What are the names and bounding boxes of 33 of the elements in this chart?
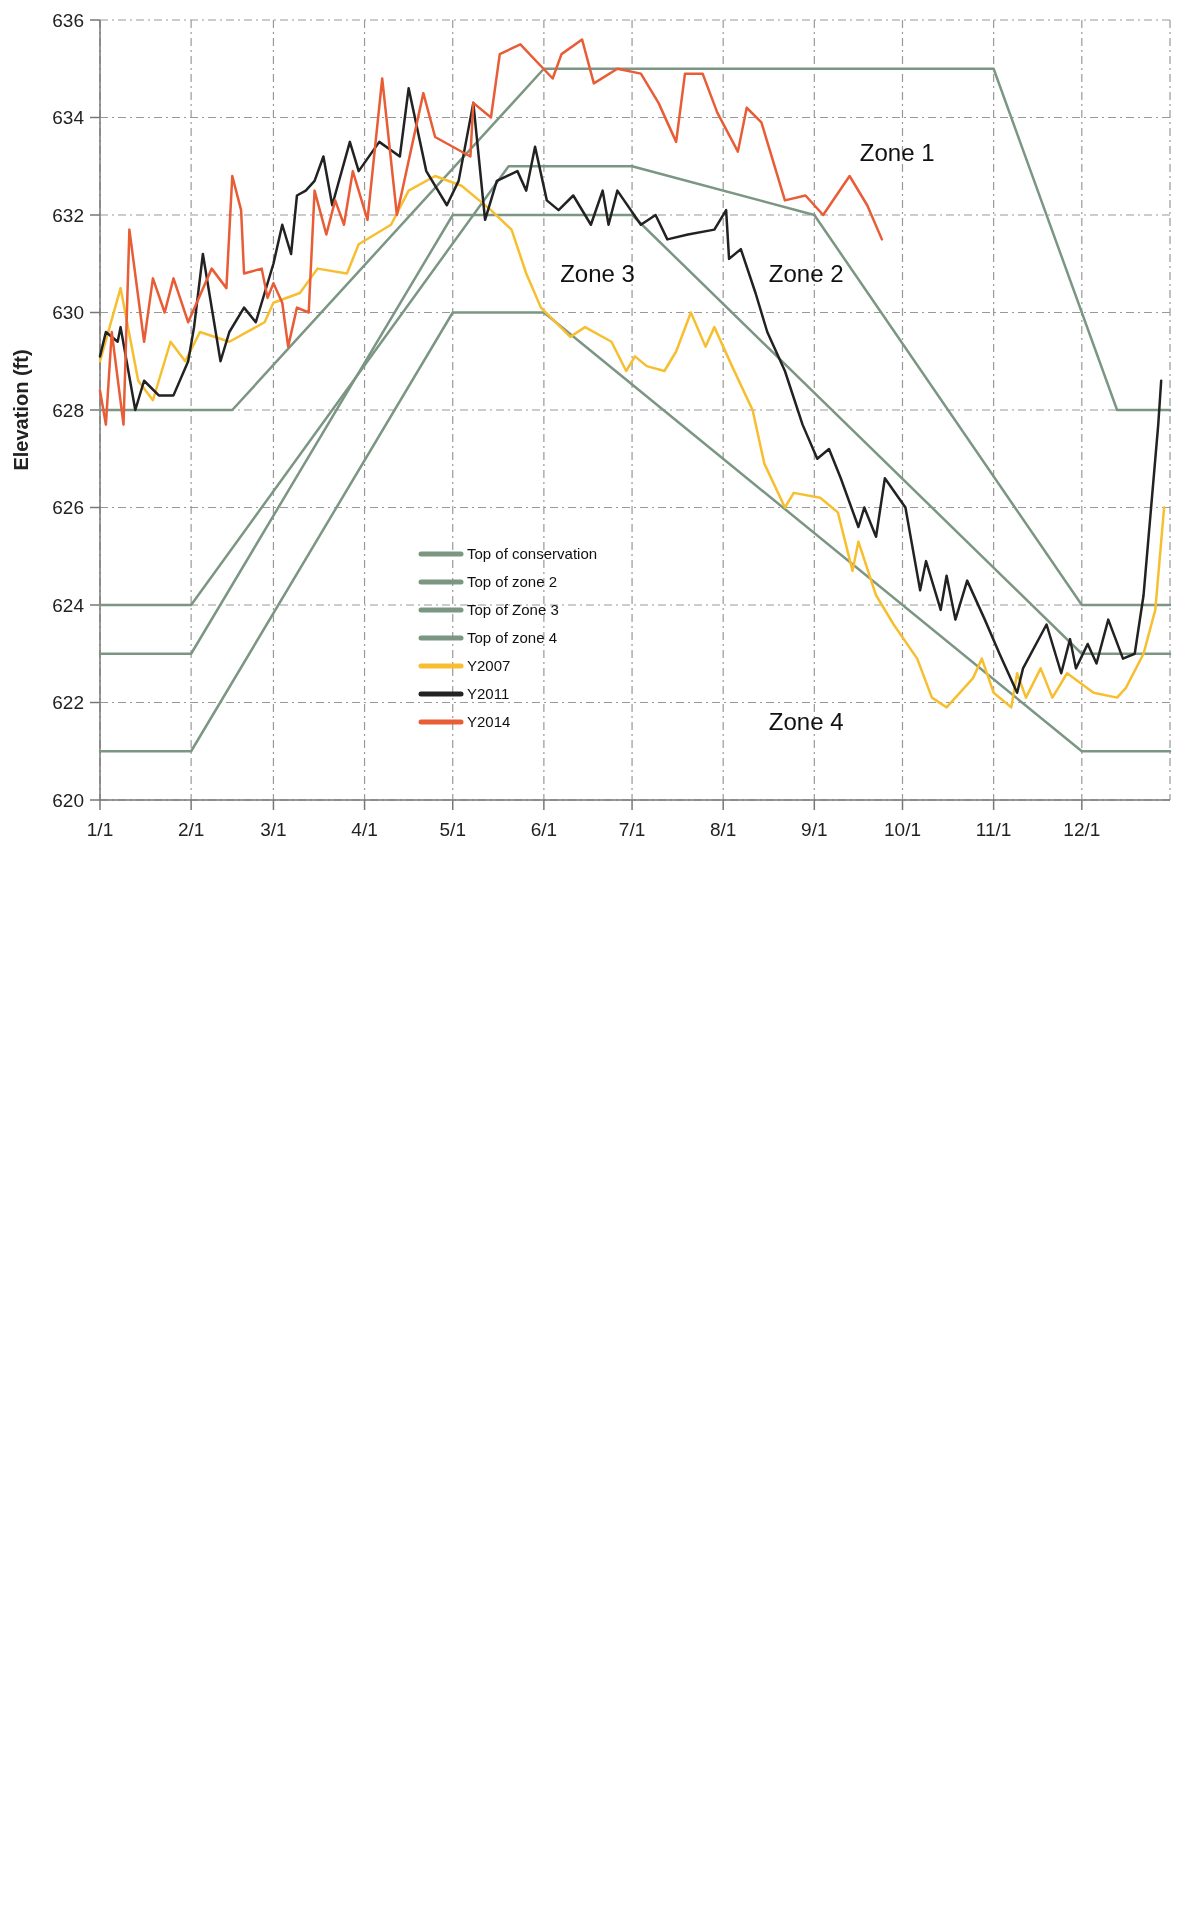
y-tick-label: 624 (52, 594, 85, 616)
legend-label: Y2011 (467, 685, 510, 702)
x-tick-label: 2/1 (177, 819, 205, 840)
annotation: Zone 3 (560, 259, 635, 287)
x-tick-label: 5/1 (439, 819, 466, 840)
x-tick-label: 1/1 (86, 819, 114, 840)
annotation: Zone 2 (768, 259, 844, 287)
x-tick-label: 9/1 (801, 819, 828, 840)
x-tick-label: 12/1 (1063, 819, 1101, 840)
x-tick-label: 10/1 (884, 819, 921, 840)
y-tick-label: 620 (52, 789, 84, 811)
legend-label: Y2014 (467, 713, 511, 730)
x-tick-label: 7/1 (618, 819, 646, 840)
y-tick-label: 636 (52, 9, 84, 31)
x-tick-label: 6/1 (530, 819, 558, 840)
x-tick-label: 4/1 (351, 819, 378, 840)
legend-label: Top of conservation (467, 545, 598, 562)
legend-label: Top of Zone 3 (467, 601, 559, 618)
x-tick-label: 11/1 (975, 819, 1012, 840)
y-tick-label: 622 (52, 692, 84, 714)
y-axis-title: Elevation (ft) (10, 349, 32, 471)
y-tick-label: 632 (52, 204, 84, 226)
x-tick-label: 8/1 (709, 819, 737, 840)
legend-label: Top of zone 2 (467, 573, 558, 590)
legend-label: Y2007 (467, 657, 511, 674)
y-tick-label: 630 (52, 302, 84, 324)
annotation: Zone 1 (859, 139, 935, 166)
annotation: Zone 4 (768, 708, 844, 736)
x-tick-label: 3/1 (260, 819, 287, 840)
y-tick-label: 634 (52, 107, 85, 129)
legend-label: Top of zone 4 (467, 629, 558, 646)
y-tick-label: 626 (52, 497, 84, 519)
y-tick-label: 628 (52, 399, 84, 421)
